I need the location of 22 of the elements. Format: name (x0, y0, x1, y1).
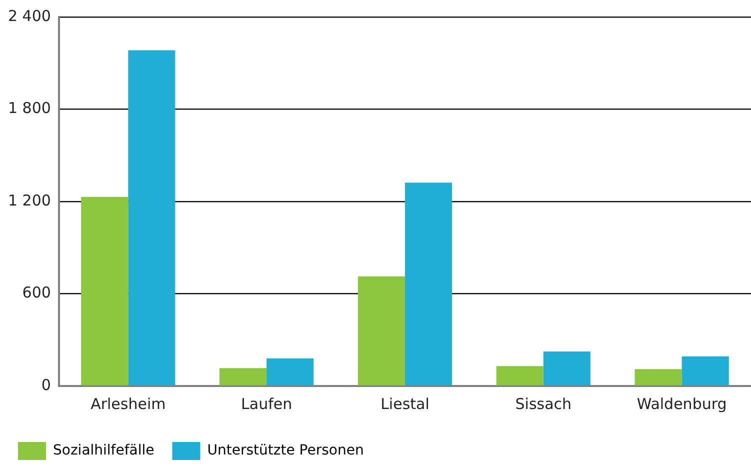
bar (682, 356, 729, 386)
y-tick-label: 2 400 (8, 6, 51, 25)
bar (496, 366, 544, 386)
bar (266, 358, 314, 386)
x-tick-label: Sissach (515, 394, 572, 413)
bar (404, 182, 452, 386)
x-tick-label: Waldenburg (636, 394, 727, 413)
y-tick-label: 0 (41, 376, 51, 394)
y-tick-label: 600 (22, 284, 51, 302)
bar (220, 368, 267, 386)
legend-label: Sozialhilfefälle (53, 442, 154, 459)
bar (81, 196, 128, 386)
y-tick-label: 1 800 (8, 99, 51, 118)
y-tick-label: 1 200 (8, 191, 51, 210)
legend-label: Unterstützte Personen (207, 442, 364, 459)
x-tick-label: Liestal (380, 394, 430, 413)
bar (634, 369, 682, 386)
x-tick-label: Laufen (241, 394, 292, 413)
bar (543, 352, 590, 386)
bar (128, 50, 176, 386)
x-tick-label: Arlesheim (90, 394, 166, 413)
bar (358, 276, 405, 386)
